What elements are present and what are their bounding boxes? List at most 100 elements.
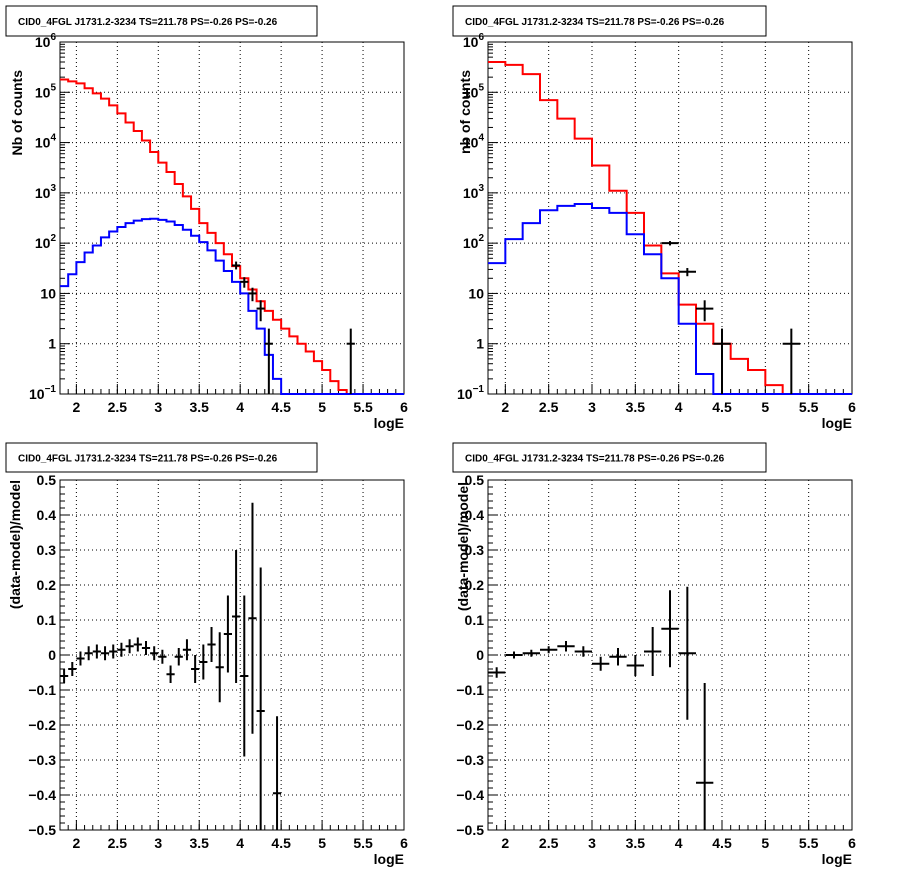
x-tick-label: 5.5 <box>799 835 819 851</box>
data-point <box>182 639 192 661</box>
x-axis-title: logE <box>374 415 404 431</box>
x-tick-label: 4.5 <box>271 835 291 851</box>
data-point <box>574 646 592 657</box>
y-tick-label: 0.3 <box>37 542 57 558</box>
y-tick-label: 105 <box>35 82 57 100</box>
y-tick-label: 1 <box>476 336 484 352</box>
y-tick-label: −0.5 <box>456 822 484 838</box>
y-tick-label: 10 <box>468 285 484 301</box>
x-tick-label: 6 <box>400 399 408 415</box>
y-tick-label: 104 <box>35 133 57 151</box>
x-tick-label: 2 <box>72 399 80 415</box>
x-axis-title: logE <box>374 851 404 867</box>
data-point <box>215 632 224 703</box>
data-point <box>191 655 200 683</box>
data-point <box>174 648 183 666</box>
data-point <box>240 277 249 288</box>
y-tick-label: 1 <box>48 336 56 352</box>
data-point <box>125 639 134 654</box>
data-point <box>678 586 696 720</box>
data-point <box>207 627 216 662</box>
data-point <box>141 641 151 655</box>
data-point <box>713 328 731 394</box>
chart-panel-p2: CID0_4FGL J1731.2-3234 TS=211.78 PS=-0.2… <box>452 5 856 431</box>
data-point <box>644 627 662 676</box>
x-tick-label: 4 <box>675 835 683 851</box>
y-tick-label: 10 <box>40 285 56 301</box>
x-tick-label: 3.5 <box>190 835 210 851</box>
data-point <box>592 656 610 671</box>
data-point <box>609 648 627 666</box>
y-tick-label: 106 <box>463 32 485 50</box>
data-point <box>100 646 110 661</box>
y-tick-label: 0 <box>48 647 56 663</box>
data-point <box>150 646 159 661</box>
x-tick-label: 2.5 <box>539 835 559 851</box>
x-tick-label: 3.5 <box>626 399 646 415</box>
data-point <box>117 642 126 657</box>
x-tick-label: 3 <box>588 835 596 851</box>
data-point <box>522 649 540 657</box>
y-tick-label: −0.1 <box>456 682 484 698</box>
data-point <box>76 651 85 666</box>
data-point <box>199 644 208 680</box>
y-tick-label: 103 <box>463 183 485 201</box>
chart-title: CID0_4FGL J1731.2-3234 TS=211.78 PS=-0.2… <box>18 17 278 28</box>
data-point <box>248 287 257 302</box>
data-point <box>60 669 69 683</box>
data-point <box>256 300 265 322</box>
x-tick-label: 2 <box>72 835 80 851</box>
chart-title: CID0_4FGL J1731.2-3234 TS=211.78 PS=-0.2… <box>465 17 725 28</box>
x-tick-label: 2 <box>501 835 509 851</box>
chart-panel-p4: CID0_4FGL J1731.2-3234 TS=211.78 PS=-0.2… <box>452 442 856 867</box>
data-point <box>505 651 523 659</box>
data-point <box>223 595 232 673</box>
x-tick-label: 5.5 <box>353 399 373 415</box>
x-tick-label: 5 <box>318 399 326 415</box>
histogram-series-1 <box>60 78 404 395</box>
x-tick-label: 6 <box>848 835 856 851</box>
x-tick-label: 3 <box>154 399 162 415</box>
y-tick-label: 103 <box>35 183 57 201</box>
y-tick-label: −0.4 <box>456 787 484 803</box>
x-tick-label: 5 <box>318 835 326 851</box>
data-point <box>661 590 679 668</box>
y-tick-label: −0.5 <box>28 822 56 838</box>
data-point <box>109 644 118 659</box>
plot-frame <box>59 41 405 395</box>
data-point <box>626 655 644 676</box>
title-box <box>5 5 318 37</box>
y-tick-label: 0.2 <box>465 577 485 593</box>
y-axis-title: (data-model)/model <box>455 482 471 611</box>
x-tick-label: 6 <box>848 399 856 415</box>
x-tick-label: 4 <box>236 835 244 851</box>
data-point <box>696 683 714 830</box>
y-tick-label: 0.1 <box>465 612 485 628</box>
y-tick-label: 102 <box>463 233 485 251</box>
data-point <box>232 550 241 683</box>
data-point <box>84 646 93 661</box>
x-tick-label: 2.5 <box>108 835 128 851</box>
data-point <box>678 268 696 277</box>
y-tick-label: −0.2 <box>456 717 484 733</box>
y-tick-label: 106 <box>35 32 57 50</box>
y-tick-label: 0.4 <box>465 507 485 523</box>
x-tick-label: 4 <box>236 399 244 415</box>
y-tick-label: 0.5 <box>37 472 57 488</box>
x-tick-label: 4.5 <box>712 835 732 851</box>
y-axis-title: Nb of counts <box>9 70 25 156</box>
histogram-series-1 <box>488 61 852 395</box>
y-tick-label: −0.2 <box>28 717 56 733</box>
data-point <box>158 649 167 664</box>
data-point <box>232 261 241 270</box>
x-tick-label: 3 <box>154 835 162 851</box>
y-tick-label: 0.5 <box>465 472 485 488</box>
data-point <box>92 644 101 659</box>
y-tick-label: −0.3 <box>456 752 484 768</box>
data-point <box>264 328 273 394</box>
x-tick-label: 5.5 <box>799 399 819 415</box>
x-tick-label: 3 <box>588 399 596 415</box>
data-point <box>68 662 77 676</box>
x-tick-label: 5.5 <box>353 835 373 851</box>
